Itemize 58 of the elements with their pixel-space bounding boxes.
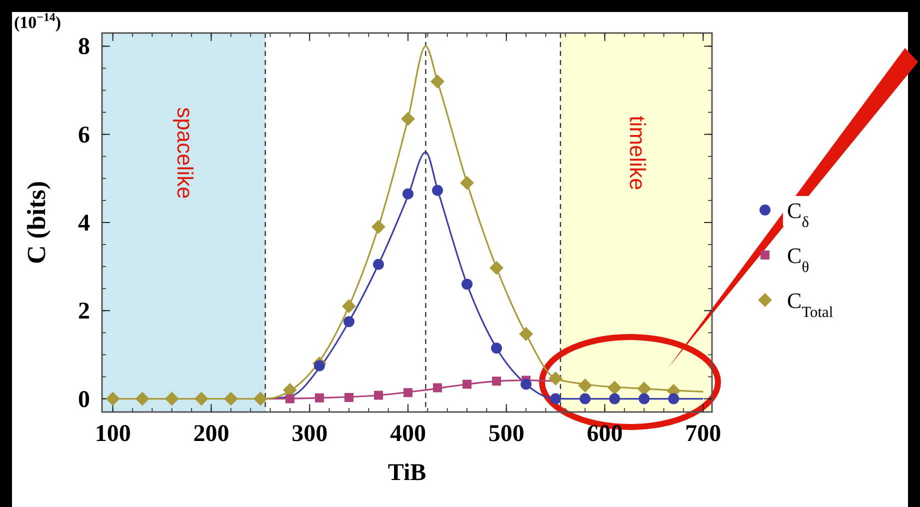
band-label: spacelike [172, 107, 198, 199]
point [491, 342, 502, 354]
point [314, 360, 325, 372]
point [637, 382, 652, 396]
point [609, 393, 620, 404]
point [520, 378, 532, 390]
x-tick-label: 200 [193, 421, 230, 447]
text: (10$^{−14}$) [14, 10, 62, 32]
point [374, 390, 383, 400]
point [462, 380, 472, 389]
point [372, 258, 384, 270]
point [106, 392, 120, 406]
point [460, 176, 474, 190]
y-tick-label: 4 [78, 210, 90, 236]
point [432, 184, 443, 196]
point [578, 378, 592, 393]
y-axis-title: C (bits) [22, 180, 51, 264]
point [194, 392, 208, 406]
legend-label: C$_{δ}$ [787, 198, 809, 230]
point [344, 392, 354, 402]
point [430, 74, 444, 88]
y-tick-label: 0 [78, 386, 90, 413]
point [580, 393, 591, 404]
point [403, 388, 412, 398]
point [638, 393, 650, 404]
point [548, 372, 563, 386]
band-label: timelike [625, 116, 650, 190]
point [668, 393, 680, 404]
point [343, 316, 354, 328]
point [550, 393, 562, 404]
point [402, 188, 414, 200]
point [400, 112, 415, 126]
point [342, 299, 356, 314]
point [462, 278, 473, 290]
point [519, 326, 534, 341]
legend-label: C$_{θ}$ [787, 243, 810, 276]
y-tick-label: 8 [78, 34, 90, 60]
x-tick-label: 600 [586, 421, 623, 447]
x-tick-label: 700 [685, 421, 722, 447]
point [433, 383, 442, 392]
y-tick-label: 6 [78, 122, 90, 148]
x-axis-title: TiB [388, 460, 426, 486]
point [490, 260, 504, 275]
point [164, 392, 179, 406]
point [371, 220, 386, 234]
x-tick-label: 300 [292, 421, 328, 447]
point [314, 393, 324, 402]
point [608, 380, 622, 395]
point [135, 392, 150, 406]
y-tick-label: 2 [78, 298, 90, 325]
point [224, 392, 238, 406]
point [253, 392, 268, 406]
legend-label: C$_{Total}$ [787, 288, 834, 320]
x-tick-label: 500 [488, 421, 524, 447]
point [492, 376, 502, 386]
point [285, 394, 294, 404]
x-tick-label: 100 [94, 421, 131, 447]
x-tick-label: 400 [390, 421, 426, 447]
